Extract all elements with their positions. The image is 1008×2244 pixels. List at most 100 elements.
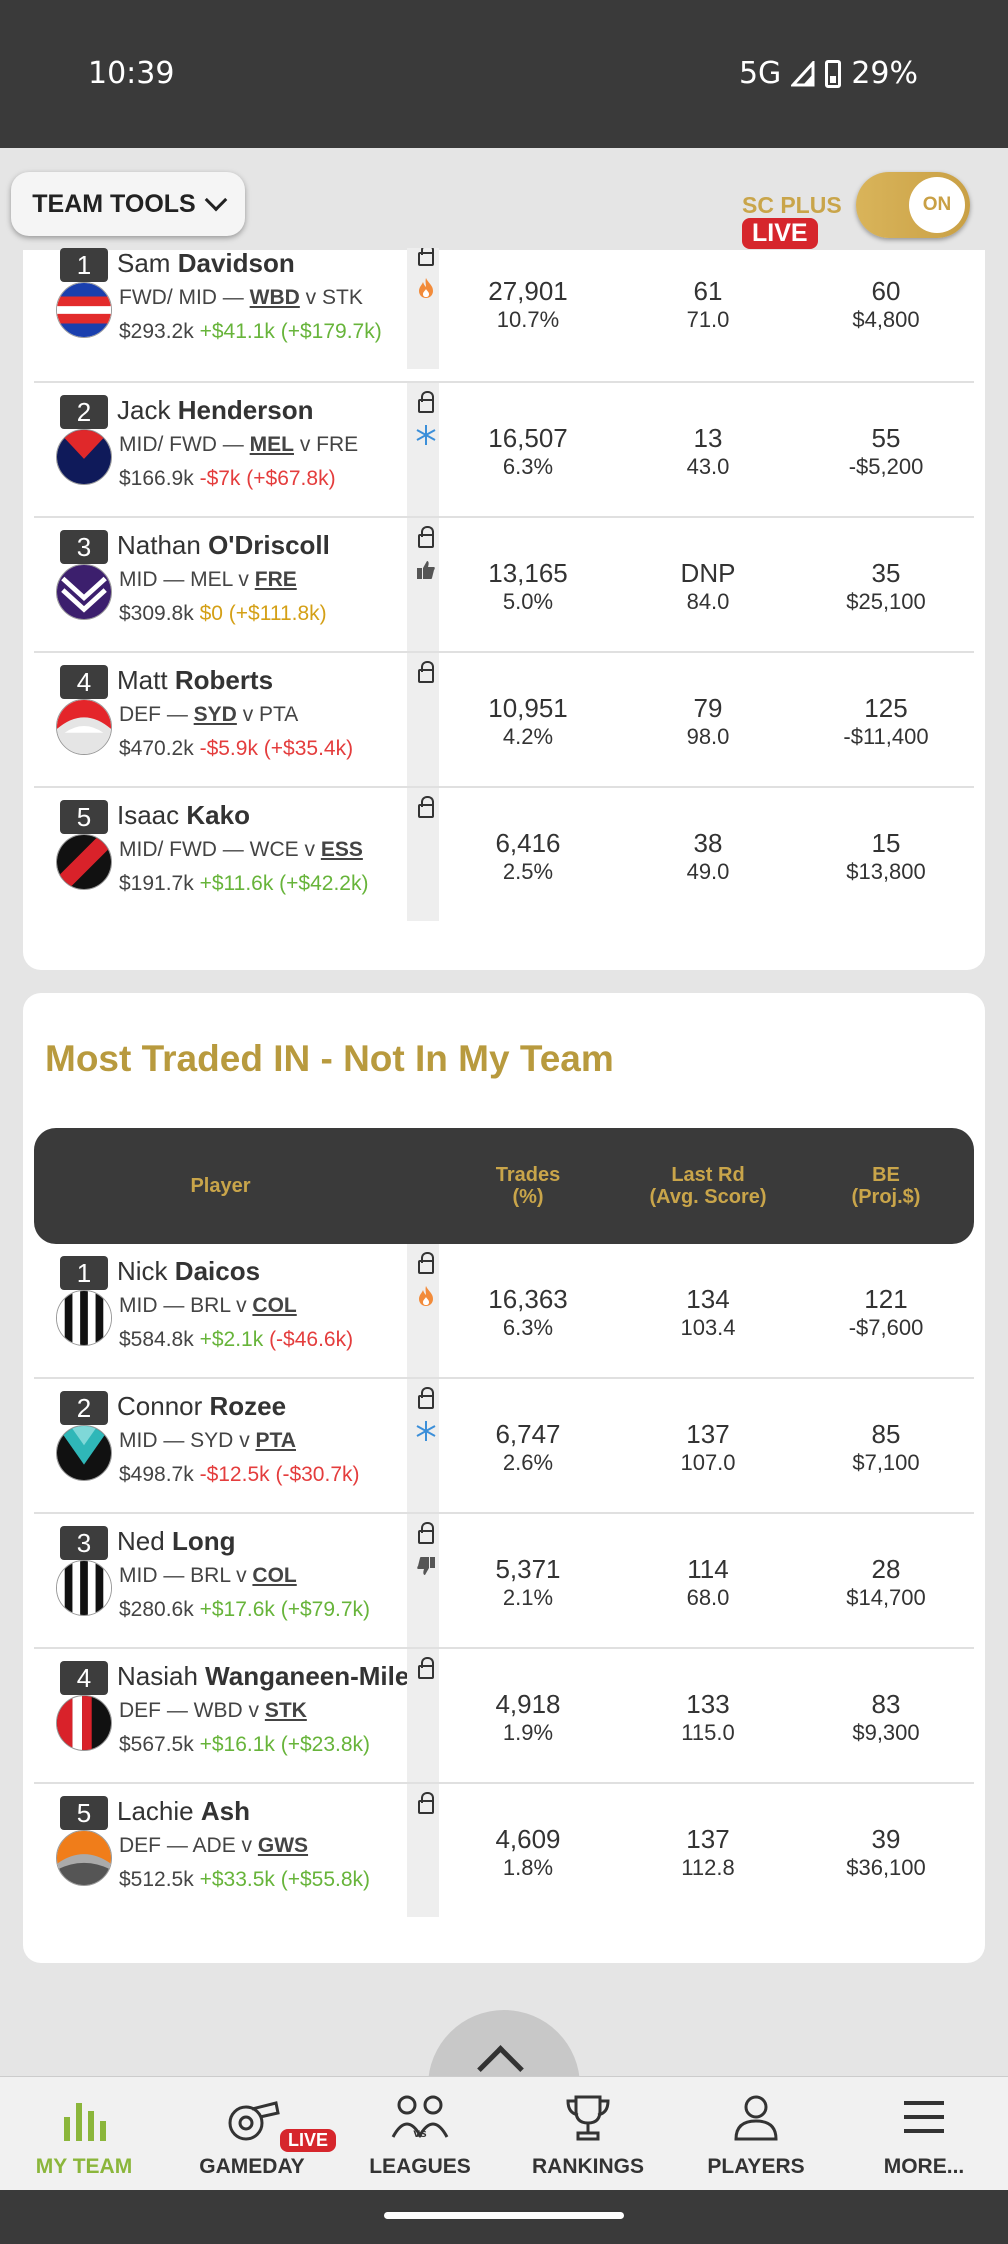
vs-text: v	[235, 1834, 258, 1857]
vs-text: v	[230, 1294, 253, 1317]
lock-icon[interactable]	[418, 661, 434, 683]
lock-icon[interactable]	[418, 796, 434, 818]
lock-icon[interactable]	[418, 1657, 434, 1679]
nav-my-team[interactable]: MY TEAM	[0, 2077, 168, 2191]
player-row[interactable]: 1 Nick Daicos MID — BRL v COL $584.8k +$2.1…	[34, 1244, 974, 1379]
trades-cell: 13,165 5.0%	[443, 558, 613, 615]
player-name[interactable]: Isaac Kako	[117, 800, 250, 831]
price-change: +$16.1k (+$23.8k)	[199, 1733, 371, 1756]
last-name: Long	[171, 1526, 236, 1556]
vs-text: v	[236, 703, 260, 726]
player-row[interactable]: 3 Ned Long MID — BRL v COL $280.6k +$17.6k …	[34, 1514, 974, 1649]
projected-price: -$5,200	[848, 454, 924, 479]
price-line: $166.9k -$7k (+$67.8k)	[119, 467, 336, 491]
lock-icon[interactable]	[418, 1792, 434, 1814]
projected-price: -$11,400	[843, 724, 929, 749]
breakeven-cell: 121 -$7,600	[801, 1284, 971, 1341]
nav-more[interactable]: MORE...	[840, 2077, 1008, 2191]
header-be[interactable]: BE (Proj.$)	[851, 1164, 921, 1208]
bottom-nav: MY TEAM LIVE GAMEDAY vs LEAGUES RANKINGS…	[0, 2076, 1008, 2190]
nav-label: MY TEAM	[35, 2155, 133, 2178]
price: $498.7k	[119, 1463, 194, 1486]
player-row[interactable]: 4 Matt Roberts DEF — SYD v PTA $470.2k -$5.…	[34, 653, 974, 788]
status-right: 5G 29%	[739, 56, 918, 91]
player-row[interactable]: 2 Jack Henderson MID/ FWD — MEL v FRE $166.…	[34, 383, 974, 518]
player-name[interactable]: Nathan O'Driscoll	[117, 530, 330, 561]
nav-rankings[interactable]: RANKINGS	[504, 2077, 672, 2191]
trades-cell: 4,918 1.9%	[443, 1689, 613, 1746]
lock-icon[interactable]	[418, 391, 434, 413]
player-name[interactable]: Lachie Ash	[117, 1796, 250, 1827]
player-name[interactable]: Nick Daicos	[117, 1256, 260, 1287]
header-last-rd[interactable]: Last Rd (Avg. Score)	[649, 1164, 767, 1208]
opponent-code: PTA	[255, 1429, 296, 1452]
team-code: ADE	[192, 1834, 236, 1857]
trades-count: 16,363	[488, 1284, 568, 1314]
last-round-cell: 61 71.0	[623, 276, 793, 333]
breakeven: 83	[871, 1689, 901, 1719]
lock-icon[interactable]	[418, 1252, 434, 1274]
player-row[interactable]: 5 Lachie Ash DEF — ADE v GWS $512.5k +$33.5…	[34, 1784, 974, 1919]
last-round-cell: 13 43.0	[623, 423, 793, 480]
player-row[interactable]: 3 Nathan O'Driscoll MID — MEL v FRE $309.8k…	[34, 518, 974, 653]
position: MID —	[119, 1429, 191, 1452]
player-name[interactable]: Matt Roberts	[117, 665, 273, 696]
player-name[interactable]: Ned Long	[117, 1526, 235, 1557]
last-name: O'Driscoll	[208, 530, 330, 560]
rank-badge: 1	[60, 1256, 108, 1290]
lock-icon[interactable]	[418, 526, 434, 548]
nav-label: GAMEDAY	[199, 2155, 305, 2178]
gesture-bar	[0, 2190, 1008, 2244]
breakeven-cell: 125 -$11,400	[801, 693, 971, 750]
price: $309.8k	[119, 602, 194, 625]
lock-icon[interactable]	[418, 248, 434, 266]
header-trades[interactable]: Trades (%)	[495, 1164, 561, 1208]
last-round-score: 137	[686, 1419, 730, 1449]
versus-icon: vs	[391, 2095, 449, 2140]
player-row[interactable]: 1 Sam Davidson FWD/ MID — WBD v STK $293.2k…	[34, 248, 974, 383]
team-logo	[56, 1695, 112, 1751]
team-tools-button[interactable]: TEAM TOOLS	[11, 172, 245, 236]
position-fixture: MID — BRL v COL	[119, 1294, 297, 1318]
team-code: MEL	[249, 433, 294, 456]
breakeven-cell: 28 $14,700	[801, 1554, 971, 1611]
trades-cell: 16,363 6.3%	[443, 1284, 613, 1341]
snowflake-icon	[414, 423, 438, 447]
team-logo	[56, 699, 112, 755]
avg-score: 84.0	[686, 589, 730, 614]
avg-score: 68.0	[686, 1585, 730, 1610]
player-row[interactable]: 4 Nasiah Wanganeen-Milera DEF — WBD v STK $…	[34, 1649, 974, 1784]
projected-price: $25,100	[846, 589, 926, 614]
price-change: -$7k (+$67.8k)	[199, 467, 336, 490]
last-round-score: 79	[693, 693, 723, 723]
traded-out-card	[23, 250, 985, 970]
sc-plus-toggle[interactable]: ON	[856, 172, 970, 238]
player-name[interactable]: Nasiah Wanganeen-Milera	[117, 1661, 434, 1692]
nav-leagues[interactable]: vs LEAGUES	[336, 2077, 504, 2191]
avg-score: 107.0	[680, 1450, 736, 1475]
avg-score: 43.0	[686, 454, 730, 479]
opponent-code: FRE	[316, 433, 359, 456]
player-row[interactable]: 5 Isaac Kako MID/ FWD — WCE v ESS $191.7k +…	[34, 788, 974, 923]
last-round-score: 137	[686, 1824, 730, 1854]
price: $280.6k	[119, 1598, 194, 1621]
trades-count: 4,918	[495, 1689, 561, 1719]
nav-players[interactable]: PLAYERS	[672, 2077, 840, 2191]
svg-text:vs: vs	[413, 2126, 427, 2140]
home-indicator[interactable]	[384, 2212, 624, 2219]
breakeven-cell: 39 $36,100	[801, 1824, 971, 1881]
player-row[interactable]: 2 Connor Rozee MID — SYD v PTA $498.7k -$12…	[34, 1379, 974, 1514]
player-name[interactable]: Sam Davidson	[117, 248, 295, 279]
tools-bar: TEAM TOOLS SC PLUS LIVE ON	[0, 148, 1008, 260]
season-change: (-$46.6k)	[269, 1328, 354, 1351]
rank-badge: 3	[60, 530, 108, 564]
header-player[interactable]: Player	[190, 1175, 251, 1197]
player-name[interactable]: Connor Rozee	[117, 1391, 286, 1422]
vs-text: v	[230, 1564, 253, 1587]
lock-icon[interactable]	[418, 1522, 434, 1544]
team-logo	[56, 564, 112, 620]
lock-icon[interactable]	[418, 1387, 434, 1409]
player-name[interactable]: Jack Henderson	[117, 395, 314, 426]
nav-gameday[interactable]: LIVE GAMEDAY	[168, 2077, 337, 2191]
position: MID —	[119, 1564, 191, 1587]
